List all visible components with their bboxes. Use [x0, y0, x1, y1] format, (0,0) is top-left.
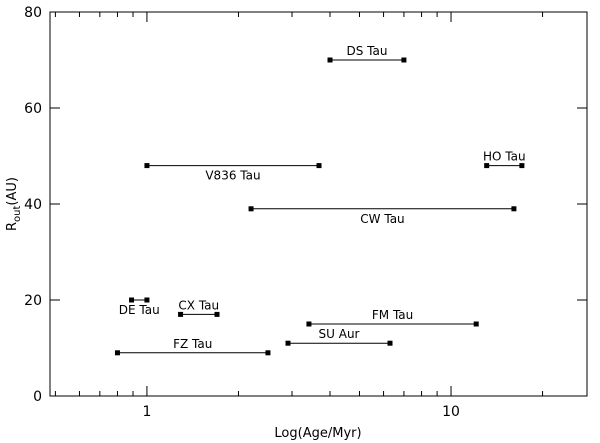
range-label: SU Aur — [319, 327, 360, 341]
range-label: HO Tau — [483, 150, 526, 164]
range-end — [401, 57, 407, 63]
range-end — [511, 206, 517, 212]
y-label-main: R — [5, 222, 20, 231]
x-tick-label: 10 — [442, 404, 460, 420]
range-end — [144, 163, 150, 169]
range-end — [114, 350, 120, 356]
y-tick-label: 40 — [24, 197, 42, 213]
y-tick-label: 80 — [24, 5, 42, 21]
y-tick-label: 20 — [24, 293, 42, 309]
range-end — [144, 297, 150, 303]
range-end — [178, 311, 184, 317]
y-tick-label: 0 — [33, 389, 42, 405]
y-label-rest: (AU) — [5, 177, 20, 206]
x-tick-label: 1 — [142, 404, 151, 420]
range-label: FZ Tau — [173, 337, 212, 351]
range-label: V836 Tau — [205, 169, 260, 183]
range-end — [129, 297, 135, 303]
range-end — [519, 163, 525, 169]
range-end — [484, 163, 490, 169]
range-end — [473, 321, 479, 327]
range-label: DS Tau — [346, 44, 387, 58]
range-end — [316, 163, 322, 169]
range-end — [214, 311, 220, 317]
y-tick-label: 60 — [24, 101, 42, 117]
range-end — [285, 340, 291, 346]
range-label: CX Tau — [178, 298, 219, 312]
range-end — [387, 340, 393, 346]
range-end — [306, 321, 312, 327]
range-end — [265, 350, 271, 356]
range-end — [327, 57, 333, 63]
x-axis-label: Log(Age/Myr) — [274, 426, 361, 441]
range-label: FM Tau — [372, 308, 413, 322]
y-label-sub: out — [12, 205, 23, 221]
y-axis-label: Rout(AU) — [5, 177, 23, 231]
range-label: DE Tau — [119, 303, 160, 317]
range-label: CW Tau — [360, 212, 404, 226]
range-end — [248, 206, 254, 212]
